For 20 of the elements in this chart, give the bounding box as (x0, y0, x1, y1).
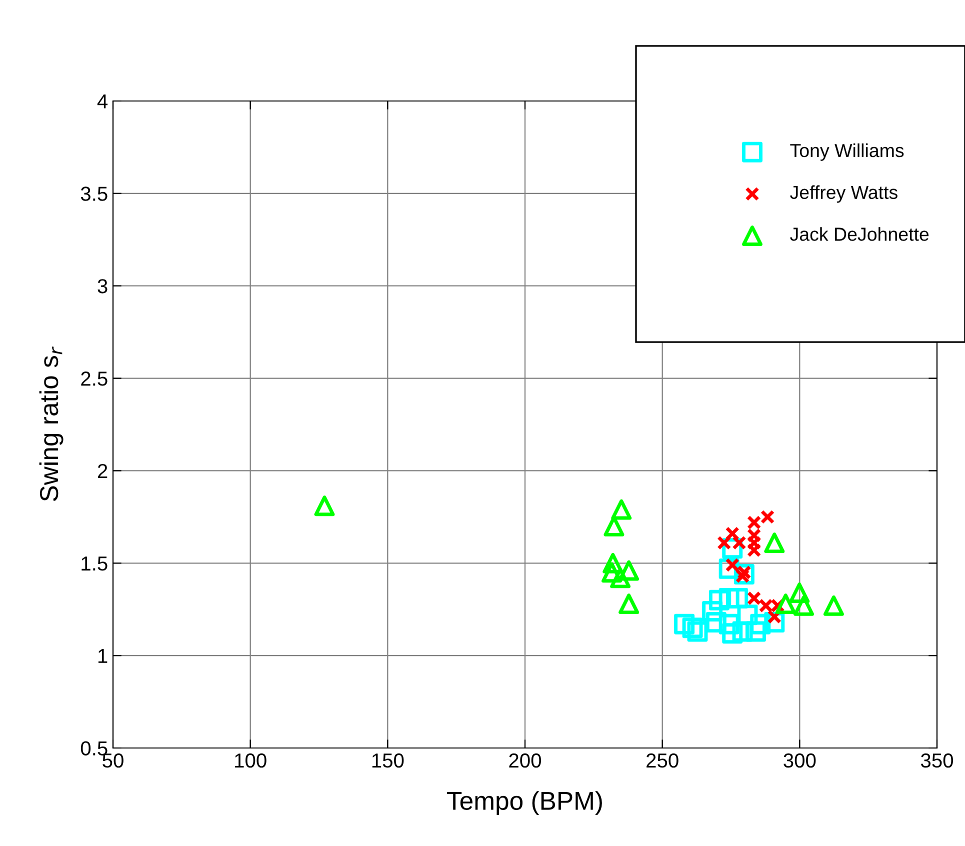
x-tick-label: 100 (235, 753, 266, 768)
y-tick-label: 2 (98, 464, 108, 478)
y-tick-label: 1 (98, 649, 108, 663)
x-axis-title: Tempo (BPM) (447, 791, 602, 816)
y-tick-label: 1.5 (82, 556, 108, 571)
x-tick-label: 300 (784, 753, 816, 768)
y-tick-label: 0.5 (80, 741, 108, 756)
y-tick-label: 3 (98, 279, 108, 294)
legend-label: Jack DeJohnette (790, 227, 929, 241)
x-tick-label: 150 (372, 753, 404, 768)
legend-label: Tony Williams (790, 143, 904, 161)
x-tick-label: 50 (102, 753, 124, 768)
y-tick-label: 4 (97, 94, 108, 108)
x-tick-label: 350 (920, 753, 954, 768)
y-tick-label: 2.5 (81, 372, 108, 386)
x-tick-label: 200 (509, 753, 542, 768)
y-tick-label: 3.5 (80, 186, 108, 201)
x-tick-label: 250 (646, 753, 678, 768)
y-axis-title: Swing ratio s$_{r}$ (39, 346, 64, 502)
legend-label: Jeffrey Watts (790, 185, 898, 203)
